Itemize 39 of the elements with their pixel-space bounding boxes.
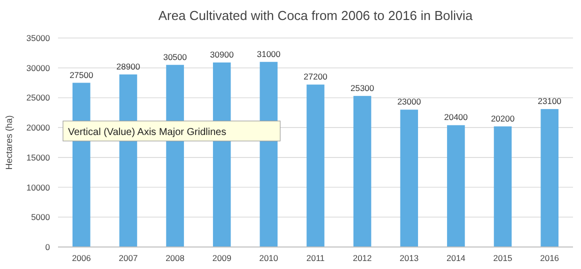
data-label: 23100 (538, 96, 562, 106)
bar (400, 110, 418, 247)
y-tick-label: 25000 (26, 92, 50, 103)
y-tick-label: 20000 (26, 122, 50, 133)
data-label: 20400 (444, 112, 468, 122)
y-tick-label: 35000 (26, 33, 50, 43)
bar (540, 109, 558, 247)
x-tick-label: 2008 (166, 253, 185, 263)
x-tick-label: 2015 (493, 253, 512, 263)
y-tick-label: 10000 (26, 182, 50, 192)
x-tick-label: 2009 (212, 253, 232, 263)
y-tick-label: 0 (45, 242, 50, 252)
x-tick-label: 2011 (306, 253, 325, 263)
data-label: 27200 (304, 72, 328, 82)
x-tick-label: 2016 (540, 253, 560, 263)
bar (447, 125, 465, 247)
data-label: 25300 (350, 82, 374, 93)
x-tick-label: 2014 (446, 253, 466, 263)
data-label: 27500 (70, 70, 94, 80)
x-tick-label: 2007 (118, 253, 138, 263)
y-axis-title: Hectares (ha) (4, 115, 14, 170)
y-tick-label: 30000 (26, 62, 50, 73)
x-tick-label: 2013 (400, 253, 419, 263)
annotation: Vertical (Value) Axis Major Gridlines (68, 127, 226, 138)
x-tick-label: 2006 (72, 253, 92, 263)
bar (306, 84, 324, 247)
data-label: 23000 (397, 96, 422, 107)
data-label: 20200 (490, 113, 515, 124)
data-label: 30500 (163, 52, 188, 62)
bar (494, 126, 512, 247)
y-tick-label: 5000 (31, 212, 50, 222)
data-label: 30900 (210, 49, 234, 60)
x-tick-label: 2010 (259, 253, 278, 263)
y-tick-label: 15000 (26, 152, 50, 162)
chart-title: Area Cultivated with Coca from 2006 to 2016 in Bolivia (158, 8, 474, 23)
data-label: 28900 (116, 61, 140, 72)
x-tick-label: 2012 (352, 253, 372, 263)
data-label: 31000 (256, 48, 281, 59)
bar (353, 96, 372, 247)
